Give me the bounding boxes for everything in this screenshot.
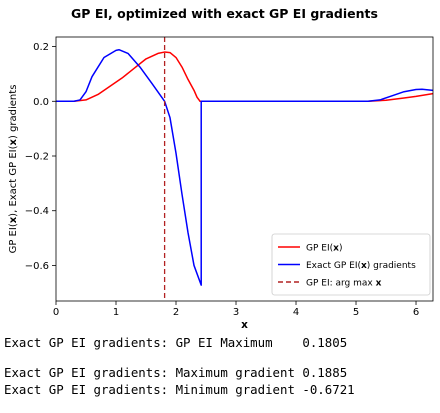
y-axis-label: GP EI(x), Exact GP EI(x) gradients [8,85,19,254]
legend-label: GP EI: arg max x [306,279,382,289]
legend-label: Exact GP EI(x) gradients [306,261,416,271]
y-tick-label: −0.2 [25,152,49,163]
chart-title: GP EI, optimized with exact GP EI gradie… [71,6,378,21]
output-text: Exact GP EI gradients: GP EI Maximum 0.1… [4,334,440,398]
legend-box [271,233,431,296]
chart: GP EI, optimized with exact GP EI gradie… [8,6,434,330]
output-maximum-line: Exact GP EI gradients: GP EI Maximum 0.1… [4,335,348,350]
output-min-gradient-line: Exact GP EI gradients: Minimum gradient … [4,382,355,397]
legend-label: GP EI(x) [306,244,342,254]
y-tick-label: −0.4 [25,206,49,217]
chart-svg: GP EI, optimized with exact GP EI gradie… [8,6,434,330]
series-line-0 [56,51,433,103]
x-tick-label: 2 [173,307,179,318]
y-tick-label: −0.6 [25,261,49,272]
y-tick-label: 0.0 [33,97,49,108]
x-tick-label: 1 [113,307,119,318]
x-tick-label: 3 [233,307,239,318]
series-line-1 [56,48,433,286]
series-group [56,37,433,301]
x-axis-label: x [241,319,248,330]
x-tick-label: 5 [353,307,359,318]
output-max-gradient-line: Exact GP EI gradients: Maximum gradient … [4,365,348,380]
x-tick-label: 4 [293,307,299,318]
x-tick-label: 6 [413,307,419,318]
y-tick-label: 0.2 [33,42,49,53]
plot-frame [55,36,434,302]
x-tick-label: 0 [53,307,59,318]
